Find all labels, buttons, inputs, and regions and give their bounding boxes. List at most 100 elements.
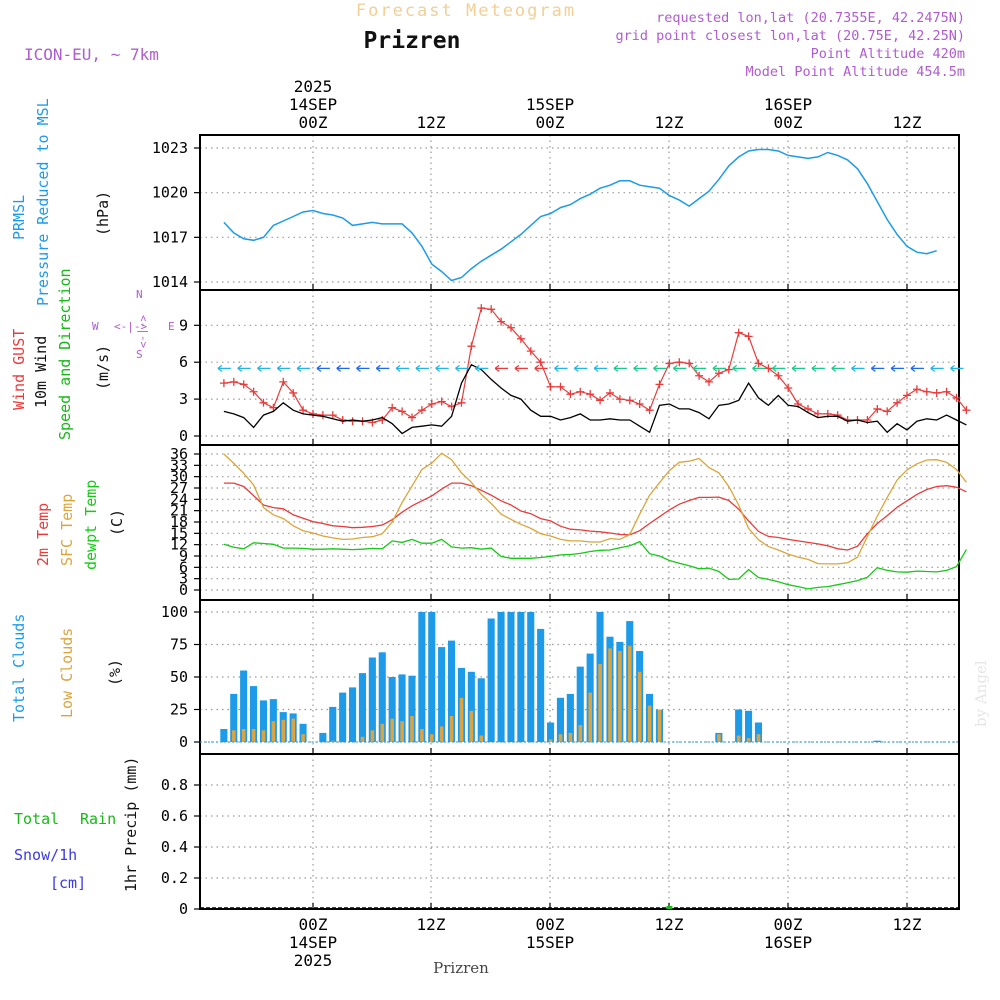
cloud-bars bbox=[220, 612, 881, 742]
gust-point bbox=[536, 358, 545, 367]
gust-point bbox=[516, 334, 525, 343]
total-cloud-bar bbox=[428, 612, 436, 742]
y-tick-label-10: 30 bbox=[170, 468, 188, 486]
gust-point bbox=[665, 359, 674, 368]
total-cloud-bar bbox=[576, 666, 584, 742]
low-cloud-bar bbox=[301, 734, 305, 742]
time-label-2: 00Z bbox=[536, 915, 565, 934]
low-cloud-bar bbox=[469, 710, 474, 742]
gust-point bbox=[714, 369, 723, 378]
gust-point bbox=[813, 409, 822, 418]
gust-point bbox=[497, 317, 506, 326]
total-cloud-bar bbox=[497, 612, 505, 742]
wind-arrow bbox=[435, 364, 449, 372]
y-tick-label-0: 0 bbox=[179, 581, 188, 599]
wind-arrow bbox=[296, 364, 311, 372]
panel-frame bbox=[199, 289, 960, 446]
temp-2m-line bbox=[223, 482, 967, 551]
time-label-0: 2025 bbox=[294, 77, 333, 96]
low-cloud-bar bbox=[608, 648, 612, 742]
precip-panel: 0 0.2 0.4 0.6 0.8 bbox=[161, 753, 960, 918]
low-cloud-bar bbox=[331, 740, 335, 742]
low-cloud-bar bbox=[410, 716, 414, 742]
gust-point bbox=[427, 400, 436, 409]
y-tick-label-1: 1017 bbox=[152, 228, 188, 246]
gust-point bbox=[734, 328, 743, 337]
wind-line bbox=[223, 363, 967, 435]
low-cloud-bar bbox=[370, 730, 375, 742]
gust-point bbox=[922, 387, 931, 396]
gust-point bbox=[724, 365, 733, 374]
total-cloud-bar bbox=[507, 612, 515, 742]
gust-point bbox=[467, 342, 476, 351]
gust-point bbox=[784, 384, 793, 393]
total-cloud-bar bbox=[299, 723, 307, 742]
low-cloud-bar bbox=[578, 725, 583, 742]
total-cloud-bar bbox=[418, 612, 426, 742]
time-label-2: 00Z bbox=[536, 113, 565, 132]
wind-arrow bbox=[593, 364, 608, 372]
bottom-location-label: Prizren bbox=[433, 959, 489, 977]
y-tick-label-11: 33 bbox=[170, 456, 188, 474]
time-label-4: 00Z bbox=[774, 113, 803, 132]
total-cloud-bar bbox=[319, 732, 327, 742]
requested-coords: requested lon,lat (20.7355E, 42.2475N) bbox=[656, 10, 965, 26]
y-tick-label-5: 15 bbox=[170, 524, 188, 542]
wind-direction-arrows bbox=[217, 364, 964, 372]
y-tick-label-7: 21 bbox=[170, 502, 188, 520]
gust-point bbox=[556, 382, 565, 391]
gust-point bbox=[883, 407, 892, 416]
total-cloud-bar bbox=[438, 647, 446, 742]
wind-arrow bbox=[573, 364, 588, 372]
y-tick-label-6: 18 bbox=[170, 513, 188, 531]
gust-point bbox=[764, 364, 773, 373]
gust-point bbox=[249, 387, 258, 396]
total-cloud-bar bbox=[487, 618, 495, 742]
low-cloud-bar bbox=[281, 719, 286, 742]
pressure-line bbox=[223, 148, 937, 282]
precip-snow-label: Snow/1h bbox=[14, 846, 77, 864]
temp-unit: (C) bbox=[108, 509, 126, 536]
time-label-2: 15SEP bbox=[526, 933, 574, 952]
time-label-4: 00Z bbox=[774, 915, 803, 934]
low-cloud-bar bbox=[271, 721, 276, 742]
y-tick-label-1: 25 bbox=[170, 701, 188, 719]
wind-arrow bbox=[831, 364, 845, 372]
compass-north: N bbox=[136, 288, 143, 301]
total-cloud-bar bbox=[250, 686, 258, 742]
gust-point bbox=[893, 398, 902, 407]
time-label-1: 12Z bbox=[417, 113, 446, 132]
pressure-label-long: Pressure Reduced to MSL bbox=[34, 98, 52, 306]
gust-point bbox=[774, 371, 783, 380]
gust-point bbox=[318, 411, 327, 420]
y-tick-label-1: 3 bbox=[179, 570, 188, 588]
total-cloud-bar bbox=[566, 693, 574, 742]
time-label-3: 12Z bbox=[655, 113, 684, 132]
low-cloud-bar bbox=[261, 730, 266, 742]
precip-axis-label: 1hr Precip (mm) bbox=[122, 757, 140, 892]
low-cloud-bar bbox=[420, 729, 424, 742]
gust-point bbox=[804, 404, 812, 413]
gust-point bbox=[685, 359, 694, 368]
wind-arrow bbox=[930, 364, 944, 372]
y-tick-label-0: 0 bbox=[179, 427, 188, 445]
total-cloud-bar bbox=[517, 612, 525, 742]
total-cloud-bar bbox=[547, 722, 555, 742]
gust-point bbox=[635, 400, 644, 409]
gust-point bbox=[675, 358, 684, 367]
total-cloud-bar bbox=[240, 670, 248, 742]
wind-arrow bbox=[455, 364, 469, 372]
wind-arrow bbox=[534, 364, 548, 372]
wind-panel: 0 3 6 9 bbox=[179, 289, 971, 446]
total-cloud-bar bbox=[527, 612, 535, 742]
point-altitude: Point Altitude 420m bbox=[811, 46, 965, 62]
low-cloud-bar bbox=[588, 692, 592, 742]
total-cloud-bar bbox=[408, 675, 416, 742]
y-tick-label-0: 0 bbox=[179, 733, 188, 751]
low-cloud-bar bbox=[459, 697, 464, 742]
gust-point bbox=[388, 403, 397, 412]
wind-arrow bbox=[950, 364, 964, 372]
low-cloud-bar bbox=[657, 709, 662, 742]
gust-point bbox=[348, 417, 357, 426]
